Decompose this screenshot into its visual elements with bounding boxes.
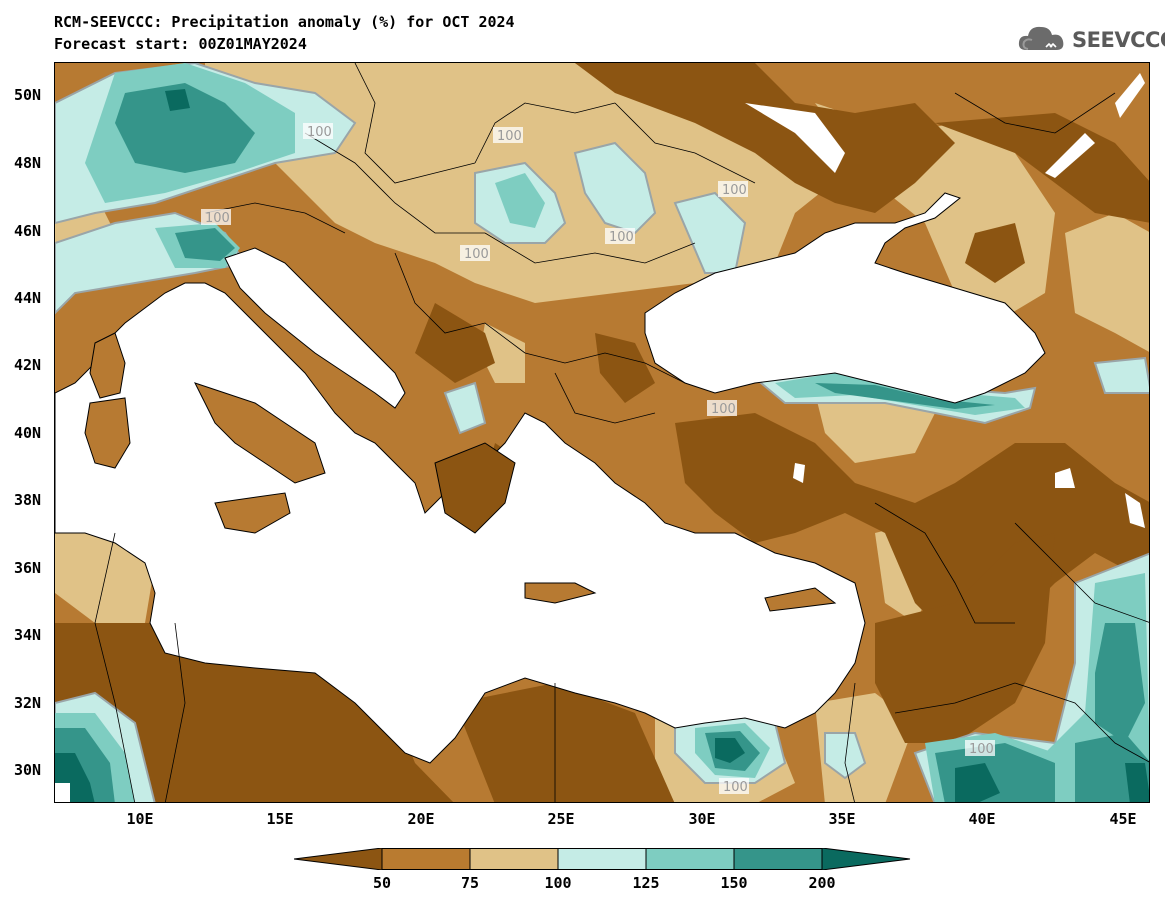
lat-tick: 38N <box>14 491 42 509</box>
lat-tick: 44N <box>14 289 42 307</box>
colorbar-swatch <box>294 848 383 870</box>
lat-tick: 30N <box>14 761 42 779</box>
svg-text:100: 100 <box>723 780 748 795</box>
lat-tick: 40N <box>14 424 42 442</box>
islands <box>84 332 837 612</box>
lon-tick: 30E <box>688 810 716 828</box>
svg-text:100: 100 <box>609 230 634 245</box>
colorbar-swatch <box>557 848 647 870</box>
contour-label: 100 <box>718 181 748 198</box>
lon-tick: 20E <box>407 810 435 828</box>
lon-tick: 45E <box>1109 810 1137 828</box>
colorbar-swatch <box>733 848 823 870</box>
map-panel[interactable]: 100 100 100 100 100 100 100 100 100 <box>54 62 1150 803</box>
anomaly-map: 100 100 100 100 100 100 100 100 100 <box>55 63 1149 802</box>
contour-labels: 100 100 100 100 100 100 100 100 100 <box>201 123 995 795</box>
svg-text:100: 100 <box>307 125 332 140</box>
svg-text:100: 100 <box>722 183 747 198</box>
svg-text:100: 100 <box>969 742 994 757</box>
colorbar-label: 125 <box>632 874 660 892</box>
cloud-icon <box>1018 26 1064 50</box>
contour-label: 100 <box>493 127 523 144</box>
contour-label: 100 <box>460 245 490 262</box>
masked-patches <box>55 73 1145 802</box>
lat-tick: 48N <box>14 154 42 172</box>
contour-label: 100 <box>707 400 737 417</box>
colorbar-swatch <box>821 848 911 870</box>
lat-tick: 50N <box>14 86 42 104</box>
lon-tick: 40E <box>968 810 996 828</box>
logo-text: SEEVCCC <box>1072 28 1165 52</box>
colorbar-label: 100 <box>544 874 572 892</box>
lon-tick: 25E <box>547 810 575 828</box>
svg-text:100: 100 <box>497 129 522 144</box>
colorbar-swatch <box>381 848 471 870</box>
lon-tick: 15E <box>266 810 294 828</box>
colorbar-label: 200 <box>808 874 836 892</box>
lat-tick: 42N <box>14 356 42 374</box>
forecast-start: Forecast start: 00Z01MAY2024 <box>54 35 307 53</box>
lat-tick: 34N <box>14 626 42 644</box>
colorbar-label: 75 <box>460 874 480 892</box>
svg-text:100: 100 <box>205 211 230 226</box>
colorbar-swatch <box>469 848 559 870</box>
svg-text:100: 100 <box>464 247 489 262</box>
colorbar-swatch <box>645 848 735 870</box>
svg-text:100: 100 <box>711 402 736 417</box>
lat-tick: 36N <box>14 559 42 577</box>
colorbar <box>294 848 911 870</box>
colorbar-label: 50 <box>372 874 392 892</box>
colorbar-label: 150 <box>720 874 748 892</box>
lat-tick: 46N <box>14 222 42 240</box>
lat-tick: 32N <box>14 694 42 712</box>
map-title: RCM-SEEVCCC: Precipitation anomaly (%) f… <box>54 13 515 31</box>
lon-tick: 35E <box>828 810 856 828</box>
contour-label: 100 <box>303 123 333 140</box>
contour-label: 100 <box>201 209 231 226</box>
contour-label: 100 <box>605 228 635 245</box>
contour-label: 100 <box>965 740 995 757</box>
zone-very-dry <box>55 63 1149 802</box>
country-borders <box>94 63 1149 802</box>
seevccc-logo: SEEVCCC <box>1016 20 1165 58</box>
contour-label: 100 <box>719 778 749 795</box>
lon-tick: 10E <box>126 810 154 828</box>
